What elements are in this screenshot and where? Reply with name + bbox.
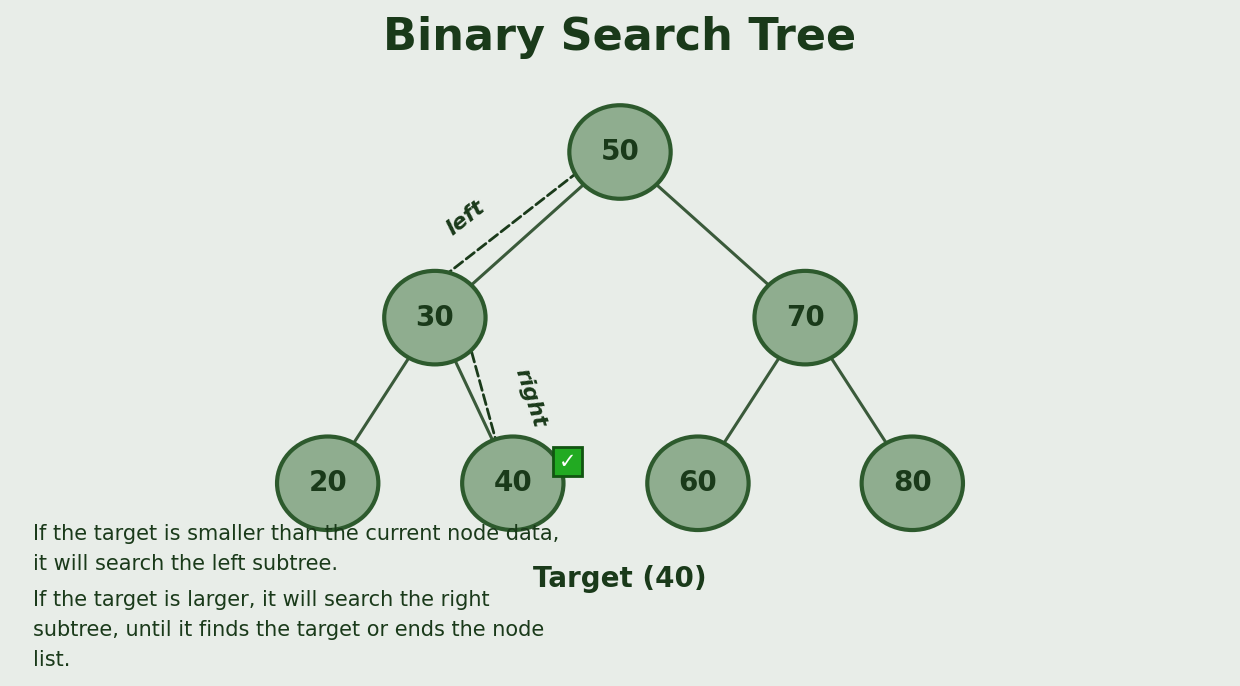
Ellipse shape — [463, 436, 563, 530]
Text: left: left — [443, 197, 489, 239]
Text: 30: 30 — [415, 304, 454, 331]
Text: Target (40): Target (40) — [533, 565, 707, 593]
Text: 40: 40 — [494, 469, 532, 497]
Text: Binary Search Tree: Binary Search Tree — [383, 16, 857, 58]
Text: 20: 20 — [309, 469, 347, 497]
Ellipse shape — [862, 436, 963, 530]
FancyBboxPatch shape — [553, 447, 582, 477]
Ellipse shape — [277, 436, 378, 530]
Text: If the target is smaller than the current node data,
it will search the left sub: If the target is smaller than the curren… — [33, 524, 559, 573]
Text: If the target is larger, it will search the right
subtree, until it finds the ta: If the target is larger, it will search … — [33, 591, 544, 670]
Ellipse shape — [647, 436, 749, 530]
Ellipse shape — [569, 105, 671, 199]
Text: ✓: ✓ — [559, 452, 577, 472]
Text: 50: 50 — [600, 138, 640, 166]
Ellipse shape — [384, 271, 486, 364]
Text: 60: 60 — [678, 469, 717, 497]
Text: right: right — [511, 366, 549, 429]
Text: 70: 70 — [786, 304, 825, 331]
Text: 80: 80 — [893, 469, 931, 497]
Ellipse shape — [754, 271, 856, 364]
